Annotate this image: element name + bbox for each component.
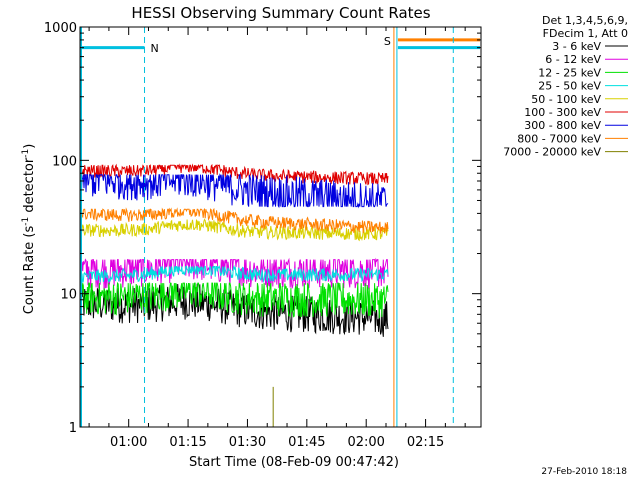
flag-label-n: N (151, 42, 159, 55)
x-axis: 01:00 01:15 01:30 01:45 02:00 02:15 (88, 27, 466, 450)
x-tick-label: 01:00 (110, 435, 147, 450)
plot-frame (79, 26, 482, 428)
data-lines (79, 163, 389, 427)
y-tick-label: 1 (69, 421, 77, 436)
series-line (79, 264, 389, 284)
y-tick-label: 1000 (44, 21, 77, 36)
legend-entry-label: 50 - 100 keV (531, 93, 601, 106)
legend-entry-label: 3 - 6 keV (552, 40, 601, 53)
x-axis-label: Start Time (08-Feb-09 00:47:42) (189, 455, 399, 470)
legend-entry-label: 6 - 12 keV (545, 53, 601, 66)
series-line (79, 173, 389, 209)
y-tick-label: 100 (52, 154, 77, 169)
legend-entry-label: 800 - 7000 keV (517, 132, 601, 145)
flag-lines: NS (80, 27, 480, 427)
x-tick-label: 01:45 (288, 435, 325, 450)
legend-header-line-2: FDecim 1, Att 0 (543, 27, 628, 40)
legend-entry-label: 25 - 50 keV (538, 80, 601, 93)
x-tick-label: 02:15 (407, 435, 444, 450)
legend-entry-label: 7000 - 20000 keV (503, 146, 601, 159)
x-tick-label: 01:30 (229, 435, 266, 450)
legend-entry-label: 12 - 25 keV (538, 66, 601, 79)
x-tick-label: 02:00 (347, 435, 384, 450)
x-tick-label: 01:15 (169, 435, 206, 450)
legend-entry-label: 300 - 800 keV (524, 119, 601, 132)
legend-entry-label: 100 - 300 keV (524, 106, 601, 119)
legend-header-line-1: Det 1,3,4,5,6,9, (542, 14, 628, 27)
series-line (79, 257, 389, 291)
y-axis-label: Count Rate (s-1 detector-1) (21, 144, 37, 315)
series-line (79, 207, 389, 234)
footer-timestamp: 27-Feb-2010 18:18 (541, 467, 627, 477)
y-tick-label: 10 (60, 288, 77, 303)
chart-title: HESSI Observing Summary Count Rates (131, 4, 430, 22)
flag-label-s: S (384, 35, 391, 48)
series-line (79, 163, 389, 186)
series-line (79, 218, 389, 242)
y-axis: 1 10 100 1000 (44, 21, 481, 436)
legend: Det 1,3,4,5,6,9, FDecim 1, Att 0 3 - 6 k… (503, 14, 628, 159)
series-line (79, 281, 389, 319)
